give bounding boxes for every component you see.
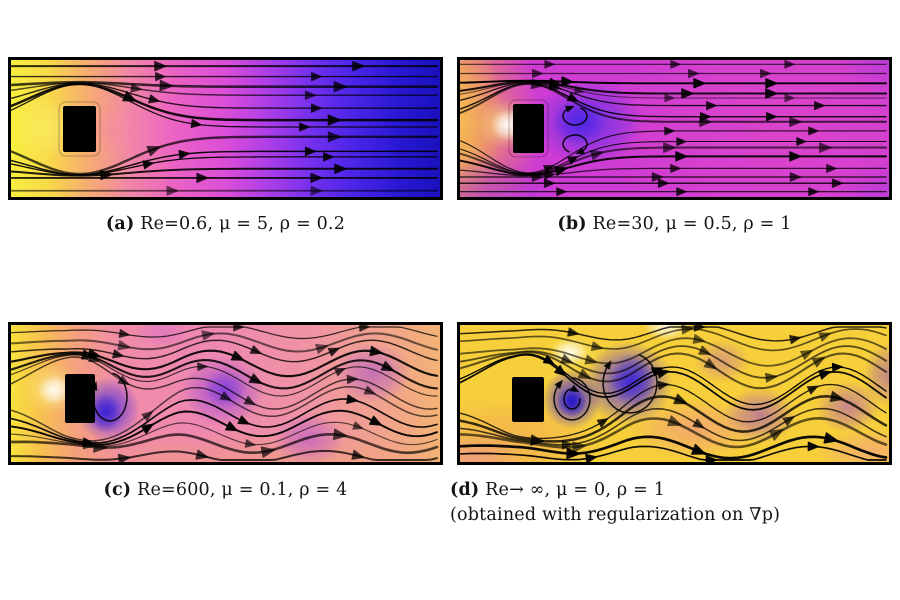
obstacle	[513, 104, 544, 153]
caption-c-label: (c)	[103, 480, 132, 500]
obstacle	[512, 377, 544, 422]
caption-a-text: Re=0.6, μ = 5, ρ = 0.2	[140, 214, 346, 234]
flow-field-d	[460, 325, 889, 462]
caption-d-text: Re→ ∞, μ = 0, ρ = 1	[485, 480, 666, 500]
caption-a: (a) Re=0.6, μ = 5, ρ = 0.2	[8, 212, 443, 237]
caption-d: (d) Re→ ∞, μ = 0, ρ = 1 (obtained with r…	[450, 478, 895, 528]
flow-field-c	[11, 325, 440, 462]
flow-panel-c	[8, 322, 443, 465]
caption-b: (b) Re=30, μ = 0.5, ρ = 1	[457, 212, 892, 237]
caption-a-label: (a)	[105, 214, 135, 234]
caption-c: (c) Re=600, μ = 0.1, ρ = 4	[8, 478, 443, 503]
caption-d-note: (obtained with regularization on ∇p)	[450, 505, 781, 525]
streamlines	[460, 60, 888, 197]
flow-panel-b	[457, 57, 892, 200]
obstacle	[65, 374, 95, 423]
flow-field-b	[460, 60, 889, 197]
caption-d-label: (d)	[450, 480, 480, 500]
streamlines	[11, 60, 439, 196]
caption-c-text: Re=600, μ = 0.1, ρ = 4	[137, 480, 348, 500]
flow-panel-a	[8, 57, 443, 200]
flow-field-a	[11, 60, 440, 197]
caption-b-label: (b)	[557, 214, 587, 234]
pressure-blobs	[11, 325, 440, 462]
streamlines	[11, 325, 439, 462]
obstacle	[63, 106, 96, 152]
caption-b-text: Re=30, μ = 0.5, ρ = 1	[592, 214, 792, 234]
caption-d-line1: (d) Re→ ∞, μ = 0, ρ = 1	[450, 478, 895, 503]
streamlines	[460, 325, 888, 462]
flow-panel-d	[457, 322, 892, 465]
